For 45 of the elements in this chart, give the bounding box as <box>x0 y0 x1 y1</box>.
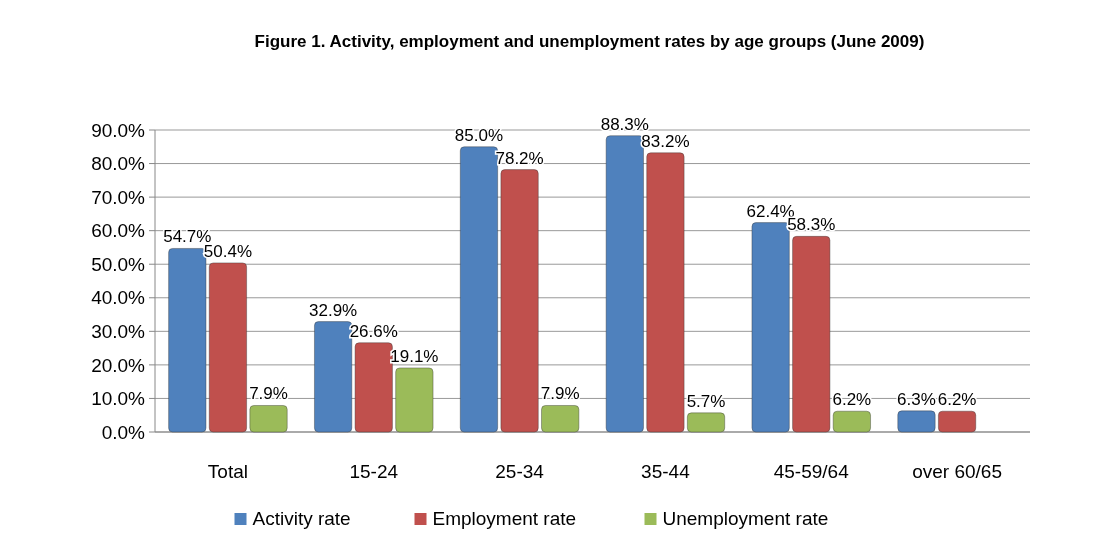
data-label: 85.0% <box>454 125 504 145</box>
x-tick-label: 25-34 <box>495 461 545 482</box>
x-tick-label: over 60/65 <box>912 461 1002 482</box>
bar <box>646 152 685 433</box>
data-label: 6.2% <box>832 390 872 410</box>
chart-title: Figure 1. Activity, employment and unemployment rates by age groups (June 2009) <box>254 32 925 51</box>
y-tick-label: 50.0% <box>91 253 146 275</box>
bar <box>249 405 288 433</box>
bar <box>395 367 434 433</box>
bar <box>541 405 580 433</box>
bar <box>354 342 393 433</box>
data-label: 5.7% <box>686 391 726 411</box>
x-tick-label: 15-24 <box>349 461 399 482</box>
data-label: 50.4% <box>203 241 253 261</box>
legend-label: Activity rate <box>252 508 351 529</box>
data-label: 32.9% <box>309 300 358 320</box>
y-tick-label: 0.0% <box>101 421 146 443</box>
y-tick-label: 30.0% <box>91 320 146 342</box>
y-tick-label: 40.0% <box>91 287 146 309</box>
bar <box>832 411 871 433</box>
y-tick-label: 60.0% <box>91 220 146 242</box>
bar <box>751 222 790 433</box>
bar <box>687 412 725 433</box>
bar <box>897 410 936 433</box>
bar <box>605 135 644 433</box>
legend-label: Unemployment rate <box>662 508 829 529</box>
x-tick-label: Total <box>207 461 248 482</box>
y-tick-label: 80.0% <box>91 153 146 175</box>
y-tick-label: 10.0% <box>91 388 146 410</box>
data-label: 7.9% <box>540 384 580 404</box>
x-tick-label: 45-59/64 <box>773 461 850 482</box>
x-tick-label: 35-44 <box>641 461 691 482</box>
data-label: 88.3% <box>600 114 649 134</box>
data-label: 6.3% <box>897 389 936 409</box>
y-tick-label: 90.0% <box>91 119 146 141</box>
y-tick-label: 20.0% <box>91 354 146 376</box>
bar <box>460 146 498 433</box>
bar <box>938 411 976 433</box>
y-tick-label: 70.0% <box>91 186 146 208</box>
bar <box>209 262 247 433</box>
data-label: 6.2% <box>937 390 977 410</box>
legend-label: Employment rate <box>432 508 577 529</box>
bar <box>500 169 539 433</box>
bar <box>792 236 831 433</box>
data-label: 7.9% <box>249 384 288 404</box>
